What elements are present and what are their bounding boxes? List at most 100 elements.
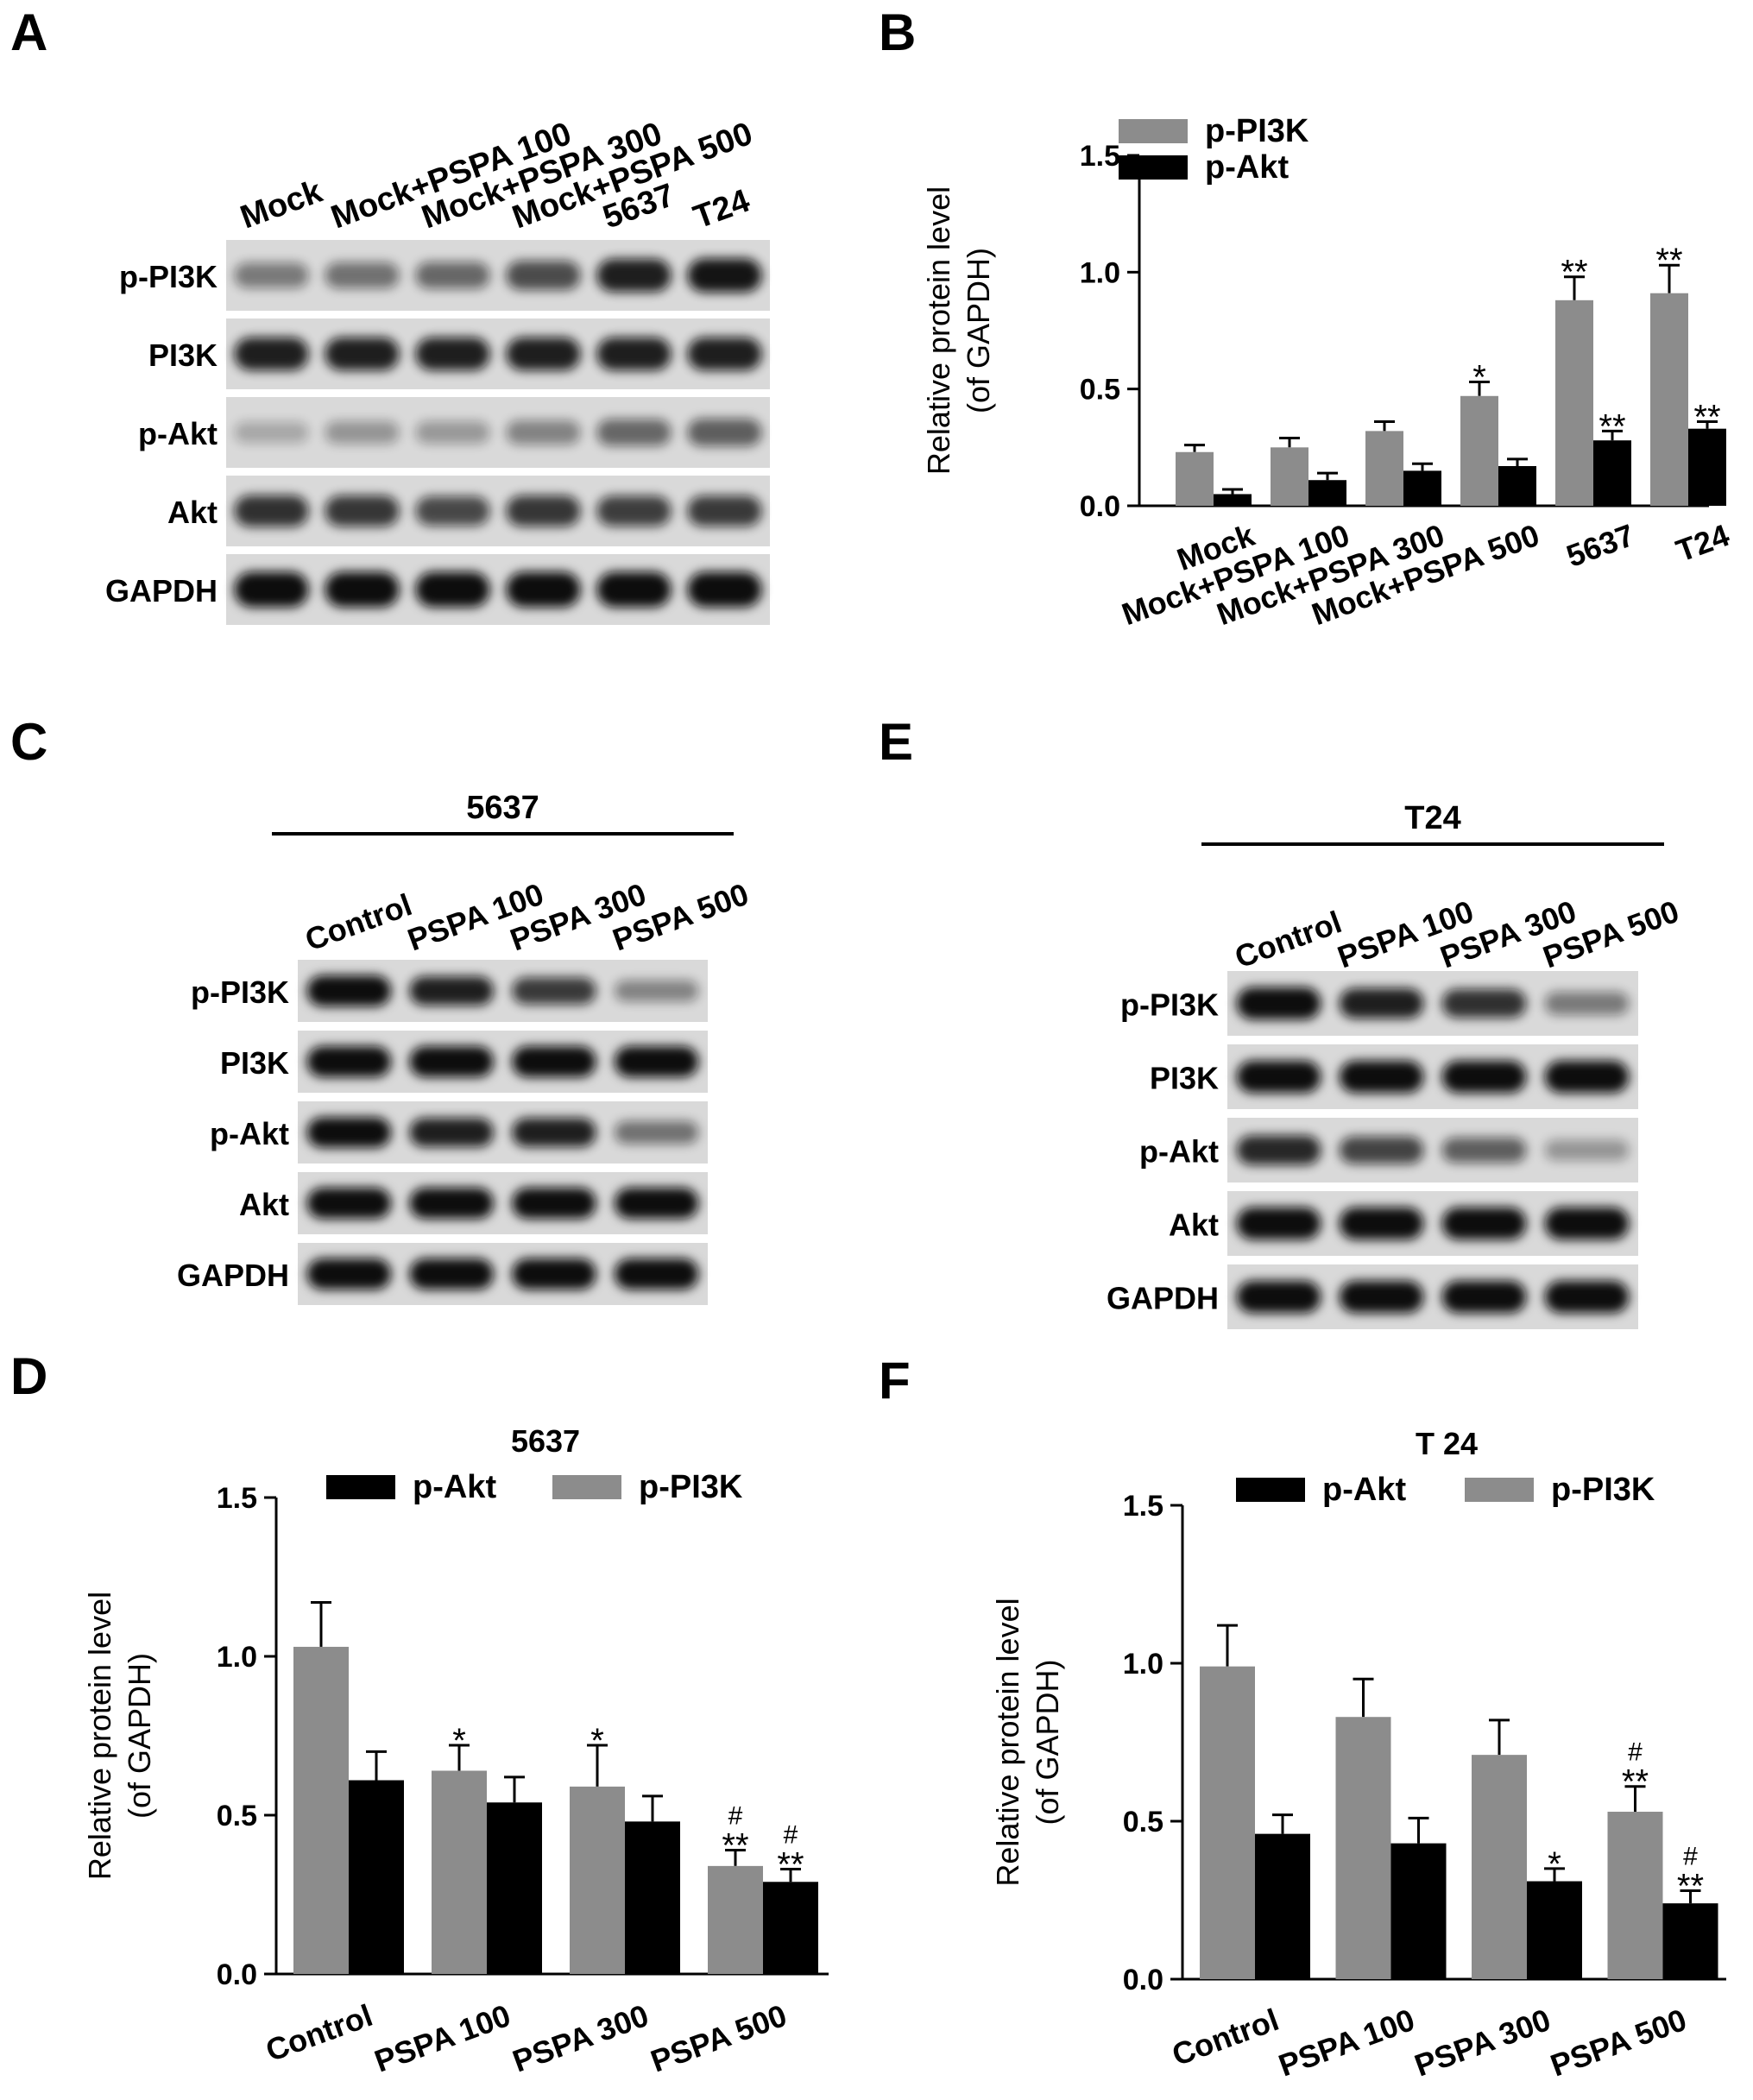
row-label-pi3k: PI3K [148,337,218,373]
panel-label-c: C [10,713,47,771]
legend-swatch-p-akt [1236,1478,1305,1502]
band [506,337,581,371]
hash-marker: # [784,1821,798,1850]
band [234,495,309,527]
hash-marker: # [1628,1738,1643,1767]
band [687,571,762,608]
band [687,419,762,446]
band [306,1117,392,1148]
bar-p-akt-pspa-300 [1527,1881,1582,1979]
y-axis-label: (of GAPDH) [1030,1659,1065,1825]
band [614,1258,699,1290]
panel-label-e: E [879,713,913,771]
bar-p-akt-control [349,1780,404,1974]
band [1441,988,1527,1018]
band [1339,1280,1424,1314]
band [1441,1060,1527,1094]
significance-marker: ** [1622,1763,1649,1801]
row-label-p-pi3k: p-PI3K [119,259,218,294]
x-tick-label-control: Control [261,1997,376,2068]
band [1236,1207,1321,1240]
x-tick-label-control: Control [1167,2002,1283,2072]
significance-marker: ** [1561,254,1587,292]
x-tick-label-pspa-500: PSPA 500 [646,1997,791,2079]
significance-marker: * [1472,359,1486,397]
y-tick-label: 1.0 [217,1641,257,1674]
bar-p-akt-mock-pspa-500 [1498,465,1536,506]
band [409,1188,494,1219]
row-label-p-akt: p-Akt [210,1116,289,1151]
row-label-p-akt: p-Akt [138,416,218,451]
band [1236,987,1321,1020]
bar-p-pi3k-pspa-300 [1472,1755,1527,1979]
band [614,980,699,1002]
bar-p-pi3k-pspa-500 [1607,1812,1663,1979]
bar-p-pi3k-pspa-300 [570,1786,625,1974]
chart-d: 0.0 0.5 1.0 1.5 Relative protein level (of GA… [82,1423,829,2079]
significance-marker: * [1548,1845,1561,1883]
bar-p-akt-t24 [1688,428,1726,506]
bar-p-pi3k-mock [1176,451,1214,506]
band [415,337,490,371]
significance-marker: ** [1677,1868,1704,1906]
band [1544,1139,1630,1161]
significance-marker: ** [1599,407,1625,445]
band [306,1046,392,1077]
panel-label-f: F [879,1352,911,1409]
bar-p-pi3k-pspa-100 [432,1770,487,1974]
bar-p-akt-control [1255,1833,1310,1979]
blot-strip-p-pi3k [226,240,770,311]
bar-p-pi3k-pspa-500 [708,1865,763,1974]
band [506,571,581,608]
x-tick-label-pspa-100: PSPA 100 [370,1997,515,2079]
legend-swatch-p-pi3k [552,1475,621,1499]
bar-p-akt-mock-pspa-300 [1403,470,1441,506]
x-tick-label-pspa-500: PSPA 500 [1546,2002,1691,2084]
band [1544,1060,1630,1094]
x-tick-label-pspa-300: PSPA 300 [508,1997,653,2079]
row-label-gapdh: GAPDH [177,1258,289,1293]
legend-label-p-akt: p-Akt [413,1469,496,1505]
band [614,1046,699,1077]
row-label-pi3k: PI3K [1150,1061,1219,1096]
bar-p-akt-pspa-100 [487,1802,542,1974]
bar-p-pi3k-control [1200,1666,1255,1979]
y-axis-label: (of GAPDH) [961,248,996,413]
row-label-pi3k: PI3K [220,1045,289,1081]
y-tick-label: 1.5 [1080,140,1120,173]
band [234,262,309,288]
band [687,258,762,293]
band [234,337,309,371]
legend-label-p-pi3k: p-PI3K [639,1469,743,1505]
blot-strip-p-akt [226,397,770,468]
band [1544,1207,1630,1240]
hash-marker: # [728,1801,743,1830]
band [614,1188,699,1219]
legend-label-p-akt: p-Akt [1205,149,1289,186]
band [409,1118,494,1147]
band [687,337,762,371]
lane-label-control: Control [1230,904,1346,974]
legend-label-p-akt: p-Akt [1322,1472,1406,1508]
band [1339,987,1424,1019]
panel-label-a: A [10,3,47,61]
bar-p-pi3k-mock-pspa-500 [1460,395,1498,506]
significance-marker: * [590,1722,604,1760]
bar-p-pi3k-mock-pspa-300 [1365,431,1403,506]
y-axis-label: Relative protein level [921,186,956,475]
band [614,1120,699,1145]
band [1441,1207,1527,1240]
legend-label-p-pi3k: p-PI3K [1551,1472,1655,1508]
band [506,495,581,527]
significance-marker: ** [722,1826,748,1864]
band [512,977,596,1005]
band [687,495,762,527]
band [1544,992,1630,1015]
y-axis-label: Relative protein level [82,1592,117,1880]
legend-label-p-pi3k: p-PI3K [1205,113,1309,149]
bar-p-akt-pspa-500 [1662,1903,1718,1979]
y-tick-label: 0.5 [217,1800,257,1832]
row-label-gapdh: GAPDH [105,573,218,609]
